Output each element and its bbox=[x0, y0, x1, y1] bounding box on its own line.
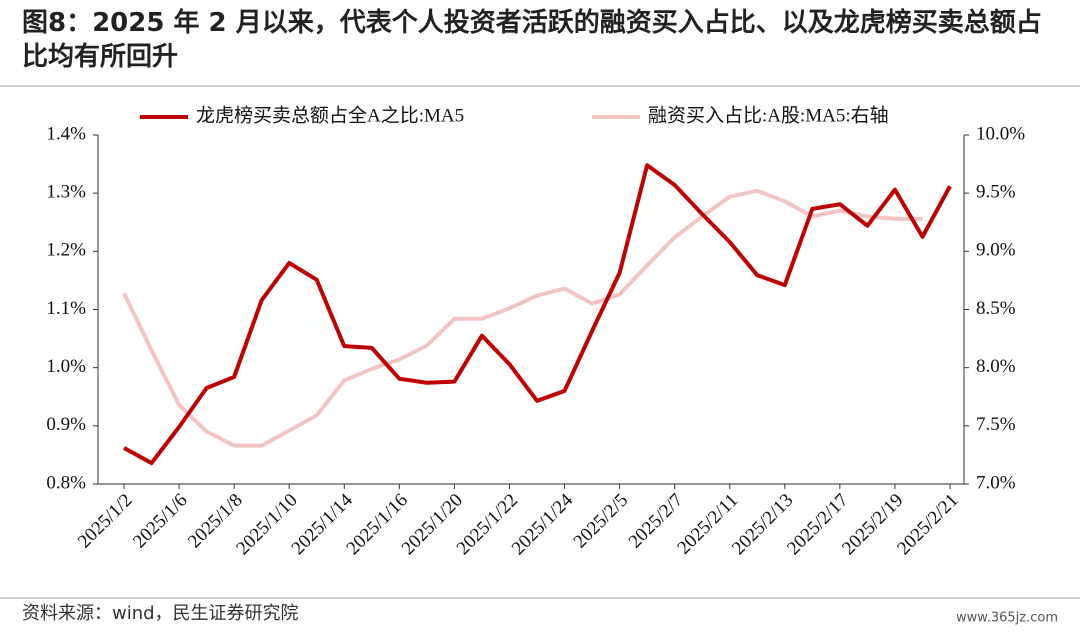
y-tick-label: 1.3% bbox=[46, 182, 86, 203]
x-tick-label: 2025/1/2 bbox=[74, 490, 137, 553]
series-line bbox=[123, 163, 952, 466]
y2-tick-label: 10.0% bbox=[976, 123, 1025, 144]
y2-tick-label: 7.5% bbox=[976, 414, 1016, 435]
x-tick-label: 2025/2/21 bbox=[893, 490, 962, 559]
y-tick-label: 0.8% bbox=[46, 472, 86, 493]
watermark: www.365jz.com bbox=[956, 611, 1058, 626]
x-tick-label: 2025/1/24 bbox=[508, 489, 578, 559]
x-tick-label: 2025/1/6 bbox=[129, 490, 192, 553]
legend-label: 融资买入占比:A股:MA5:右轴 bbox=[648, 104, 889, 126]
y2-tick-label: 9.0% bbox=[976, 240, 1016, 261]
y-tick-label: 1.1% bbox=[46, 298, 86, 319]
y2-tick-label: 8.0% bbox=[976, 356, 1016, 377]
y2-tick-label: 9.5% bbox=[976, 182, 1016, 203]
y-tick-label: 1.4% bbox=[46, 123, 86, 144]
series-line bbox=[122, 188, 923, 448]
legend-label: 龙虎榜买卖总额占全A之比:MA5 bbox=[196, 104, 464, 126]
y-tick-label: 1.2% bbox=[46, 240, 86, 261]
y-tick-label: 0.9% bbox=[46, 414, 86, 435]
source: 资料来源：wind，民生证券研究院 bbox=[22, 603, 299, 624]
chart-title: 图8：2025 年 2 月以来，代表个人投资者活跃的融资买入占比、以及龙虎榜买卖… bbox=[22, 8, 1042, 72]
y-tick-label: 1.0% bbox=[46, 356, 86, 377]
x-tick-label: 2025/2/5 bbox=[570, 490, 633, 553]
y2-tick-label: 7.0% bbox=[976, 472, 1016, 493]
y2-tick-label: 8.5% bbox=[976, 298, 1016, 319]
